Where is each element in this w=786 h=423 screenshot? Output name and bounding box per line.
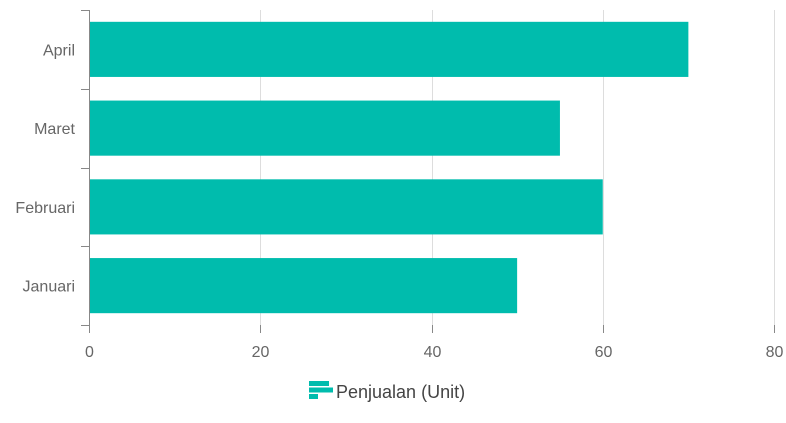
legend[interactable]: Penjualan (Unit)	[309, 381, 465, 402]
legend-bar-icon[interactable]	[309, 381, 333, 399]
x-tick-label: 80	[766, 344, 784, 361]
legend-bar-segment	[309, 394, 318, 399]
y-tick-label: April	[43, 42, 75, 59]
x-tick-label: 60	[595, 344, 613, 361]
legend-bar-segment	[309, 387, 333, 393]
bar-februari[interactable]	[90, 179, 603, 235]
bar-maret[interactable]	[90, 100, 560, 156]
y-tick-label: Februari	[15, 200, 75, 217]
x-tick-labels: 0 20 40 60 80	[85, 344, 783, 361]
legend-label[interactable]: Penjualan (Unit)	[336, 382, 465, 402]
bar-april[interactable]	[90, 21, 689, 77]
bars	[90, 21, 689, 314]
x-tick-label: 20	[252, 344, 270, 361]
y-tick-label: Maret	[34, 121, 75, 138]
x-tick-label: 40	[424, 344, 442, 361]
x-tick-label: 0	[85, 344, 94, 361]
axes	[81, 10, 775, 333]
bar-januari[interactable]	[90, 258, 518, 314]
legend-bar-segment	[309, 381, 329, 386]
y-tick-labels: Januari Februari Maret April	[15, 42, 75, 295]
y-tick-label: Januari	[23, 279, 75, 296]
